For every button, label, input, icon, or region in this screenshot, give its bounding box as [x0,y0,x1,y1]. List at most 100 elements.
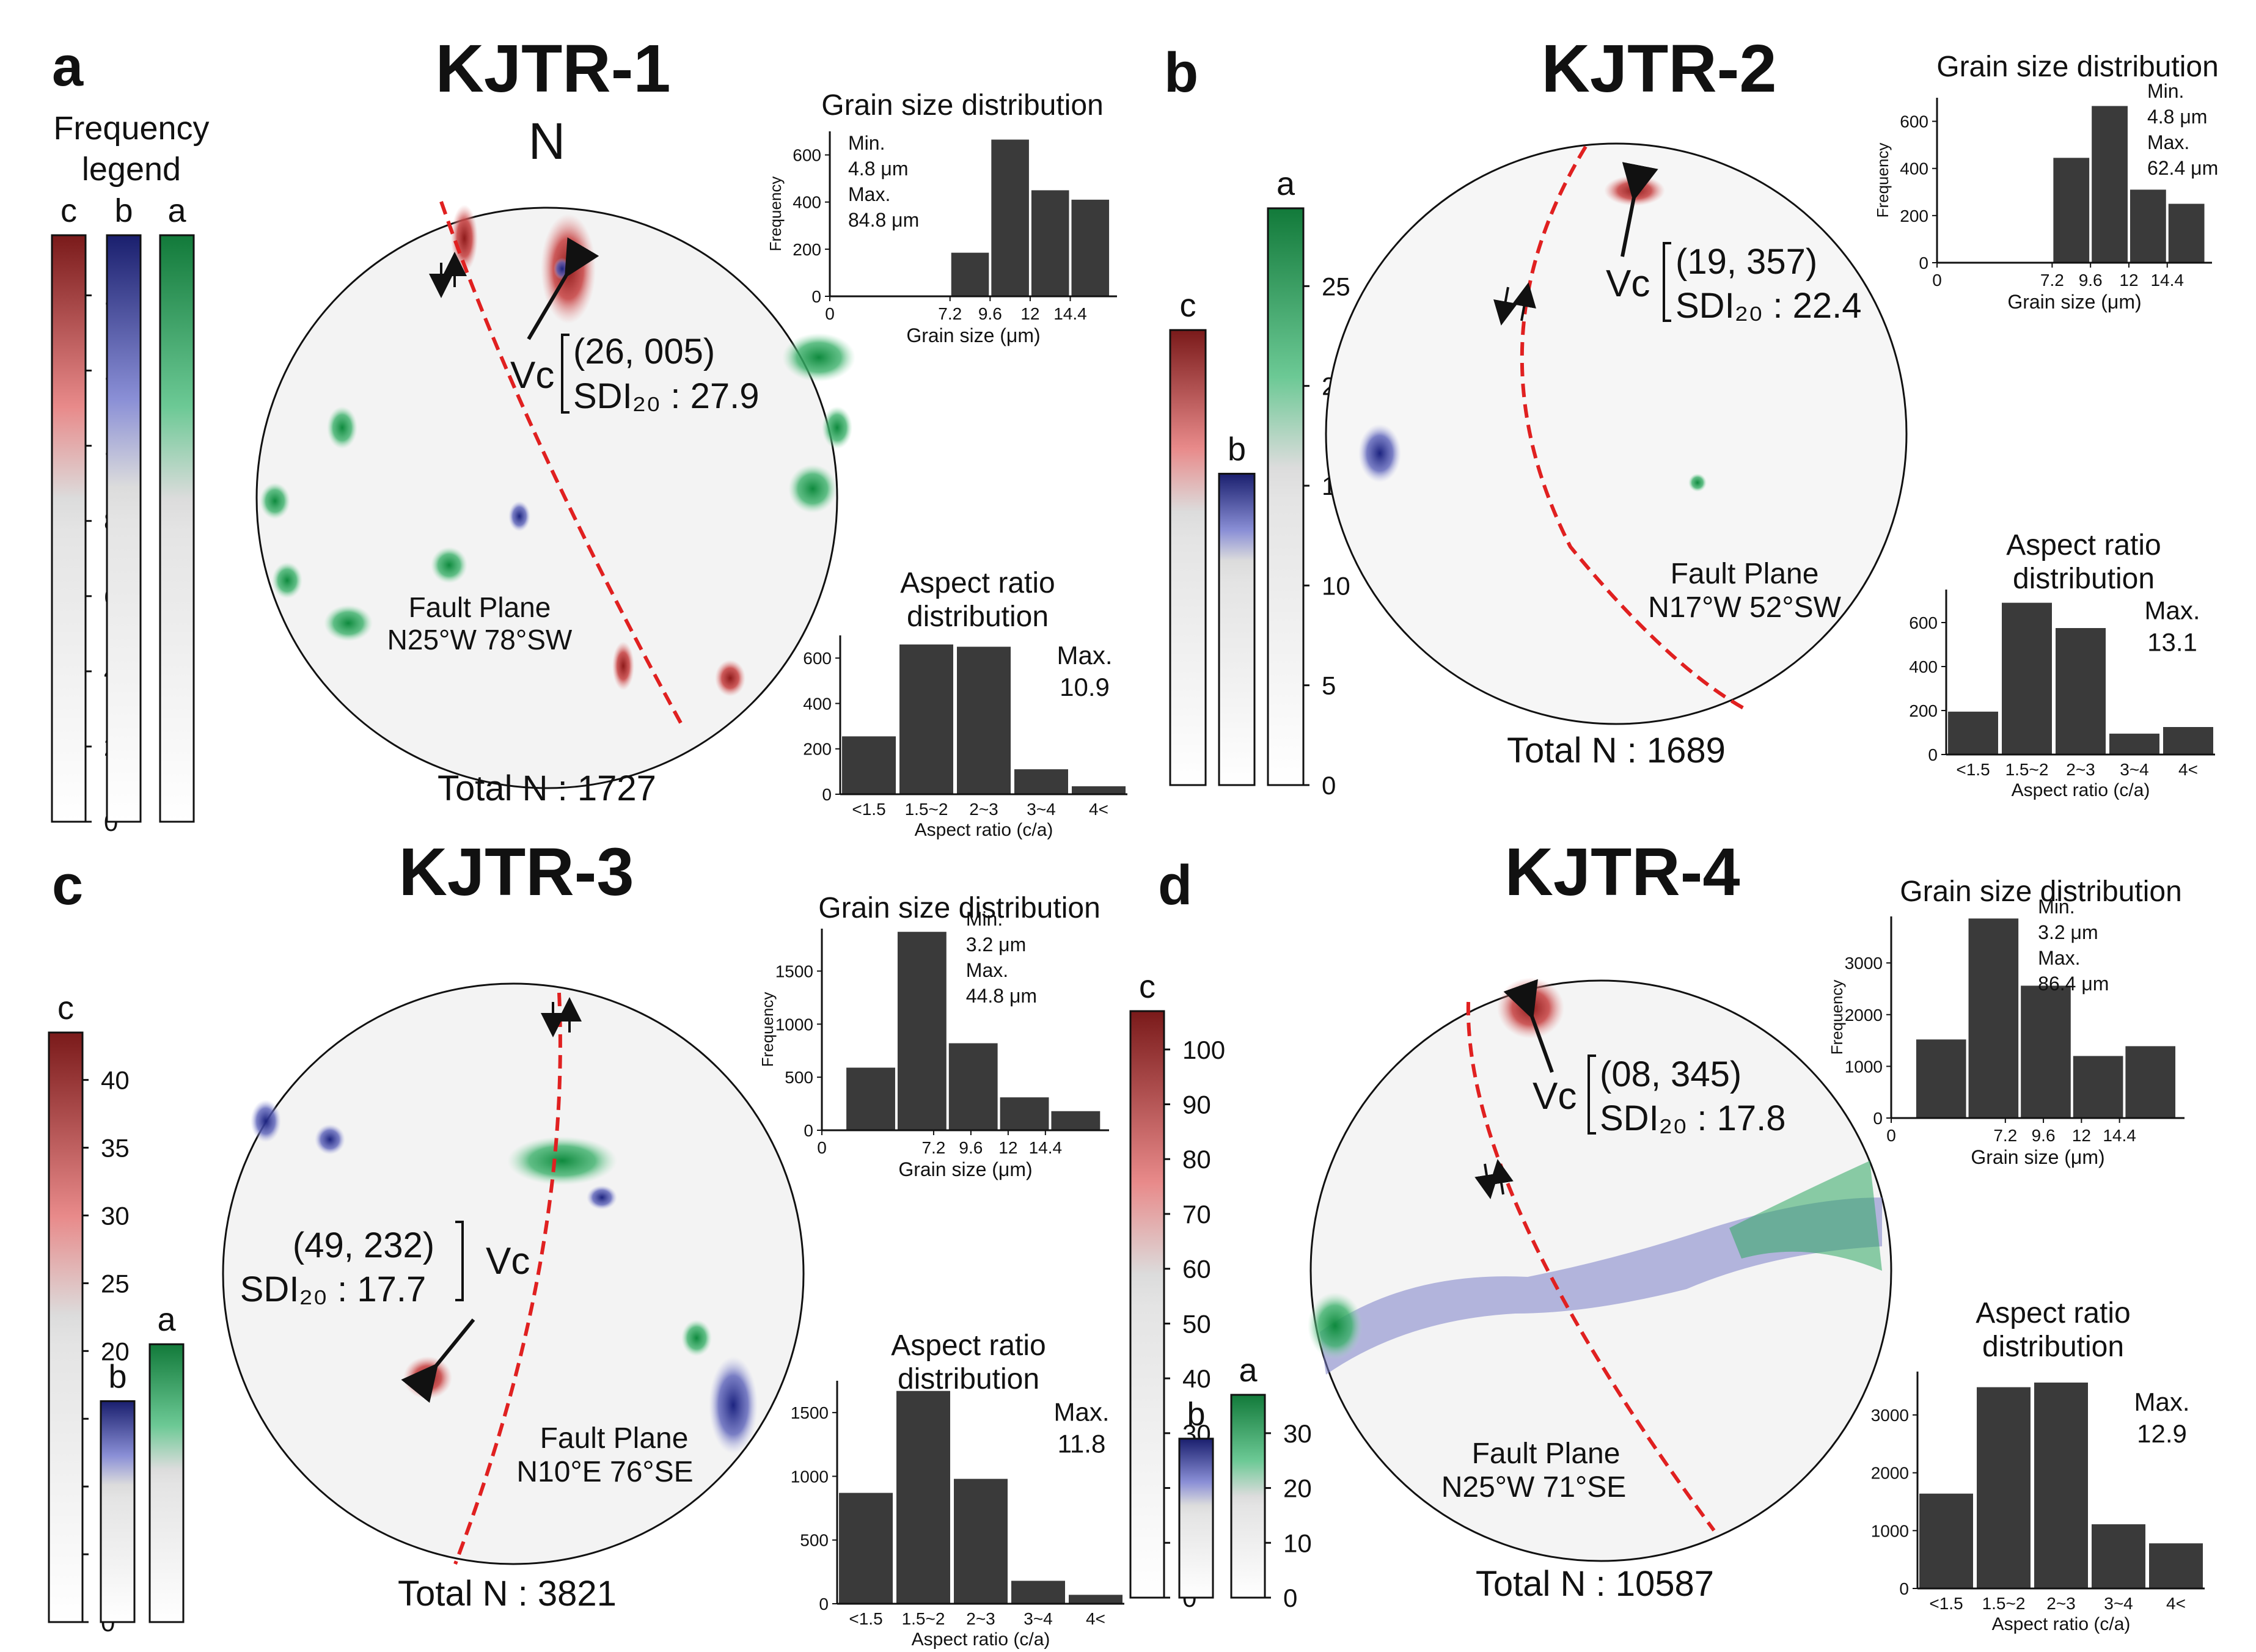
legend-caption-line2: legend [82,151,181,188]
fault-plane-trace [1520,145,1746,711]
panel-title-kjtr1: KJTR-1 [435,31,670,106]
legend-tick-label: 40 [1182,1364,1211,1393]
vc-orientation: (26, 005) [573,332,715,371]
legend-bar-b [1218,472,1256,786]
density-a-spot [1688,473,1707,492]
y-tick-label: 3000 [1845,954,1883,973]
histogram-bar [846,1067,895,1130]
density-a-spot [507,1136,617,1185]
x-tick-label: 3~4 [2104,1594,2133,1613]
histogram-bar [842,736,896,794]
legend-tick-label: 5 [1322,671,1336,700]
y-tick-label: 600 [803,649,832,668]
legend-panel-a: c02468101214ba [51,192,195,836]
y-axis-label: Frequency [1873,143,1892,218]
grain-size-note: 62.4 μm [2147,157,2218,179]
y-tick-label: 0 [811,287,821,306]
shear-sense-arrows [1493,282,1536,326]
panel-title-kjtr3: KJTR-3 [398,835,634,910]
density-b-spot [251,1100,281,1142]
total-n: Total N : 1727 [438,769,656,808]
x-tick-label: 14.4 [2150,271,2184,290]
y-tick-label: 0 [1919,254,1928,272]
y-tick-label: 1000 [791,1467,829,1486]
density-a-spot [327,406,357,449]
legend-bar-a [148,1343,185,1623]
histogram-bar [2125,1046,2176,1118]
histogram-bar [2021,985,2071,1118]
stereonet-kjtr2: Vc (19, 357) SDI₂₀ : 22.4 Fault Plane N1… [1325,142,1908,770]
legend-bar-b [100,1400,136,1623]
y-tick-label: 1000 [1871,1521,1909,1540]
x-tick-label: 4< [1089,800,1108,819]
x-axis-label: Grain size (μm) [1971,1146,2104,1168]
legend-tick-label: 25 [1322,272,1350,301]
x-tick-label: 9.6 [2032,1126,2056,1145]
histogram-bar [1011,1581,1065,1604]
vc-bracket [1663,242,1671,322]
grain-size-note: 3.2 μm [2038,921,2098,943]
aspect-max-label: Max. [2134,1387,2189,1416]
fault-plane-orientation: N25°W 71°SE [1441,1471,1627,1504]
legend-tick-label: 30 [1283,1419,1312,1448]
histogram-bar [897,932,947,1130]
y-tick-label: 0 [804,1121,813,1140]
x-tick-label: 14.4 [1053,304,1087,323]
x-tick-label: 7.2 [921,1138,945,1157]
histogram-bar [1031,190,1069,296]
histogram-bar [896,1391,950,1604]
fault-plane-label: Fault Plane [540,1422,689,1455]
vc-orientation: (49, 232) [293,1226,434,1265]
y-tick-label: 1500 [775,962,813,981]
histogram-bar [991,139,1029,296]
y-axis-label: Frequency [766,177,785,252]
density-a-spot [324,605,373,641]
legend-tick-label: 60 [1182,1255,1211,1284]
legend-bar-a [1267,207,1305,786]
histogram-title: Grain size distribution [821,89,1104,122]
legend-tick-label: 0 [1322,771,1336,800]
y-tick-label: 400 [1900,159,1928,178]
density-a-spot [681,1320,712,1356]
histogram-bar [1051,1111,1101,1130]
panel-title-kjtr4: KJTR-4 [1504,835,1740,910]
y-tick-label: 500 [785,1068,813,1087]
fault-plane-trace [453,992,562,1565]
y-tick-label: 2000 [1871,1464,1909,1483]
x-axis-label: Aspect ratio (c/a) [915,820,1053,840]
panel-letter-b: b [1164,42,1198,104]
grain-size-note: Max. [966,959,1008,981]
x-tick-label: <1.5 [1956,760,1990,779]
y-tick-label: 0 [1928,745,1938,764]
grain-size-histogram-a: Grain size distribution 0 200 400 600 0 7.2 9.6… [766,89,1117,346]
legend-key-b: b [114,192,133,229]
density-a-spot [1729,1161,1882,1271]
histogram-bar [1948,711,1998,755]
histogram-bar [957,646,1011,794]
legend-bar-c [48,1031,84,1623]
x-axis-label: Aspect ratio (c/a) [912,1629,1050,1650]
grain-size-note: 84.8 μm [848,209,919,231]
x-tick-label: 0 [1886,1126,1896,1145]
histogram-bar [1977,1387,2031,1588]
x-tick-label: 1.5~2 [1982,1594,2026,1613]
histogram-title: Grain size distribution [1936,51,2219,83]
vc-label: Vc [510,354,554,397]
panel-title-kjtr2: KJTR-2 [1541,31,1776,106]
x-tick-label: 2~3 [969,800,998,819]
density-c-spot [612,641,634,690]
density-a-spot [788,464,837,513]
density-c-spot [715,660,745,696]
panel-a-header: a KJTR-1 N Frequency legend [52,31,671,188]
histogram-bar [1069,1595,1123,1604]
stereonet-kjtr4: Vc (08, 345) SDI₂₀ : 17.8 Fault Plane N2… [1308,978,1892,1604]
vc-label: Vc [1533,1075,1577,1117]
legend-panel-d: c0102030405060708090100ba0102030 [1129,968,1312,1612]
legend-tick-label: 20 [1283,1474,1312,1503]
y-tick-label: 600 [793,146,821,165]
x-tick-label: 3~4 [1027,800,1056,819]
density-a-spot [260,483,290,519]
x-tick-label: 12 [998,1138,1017,1157]
